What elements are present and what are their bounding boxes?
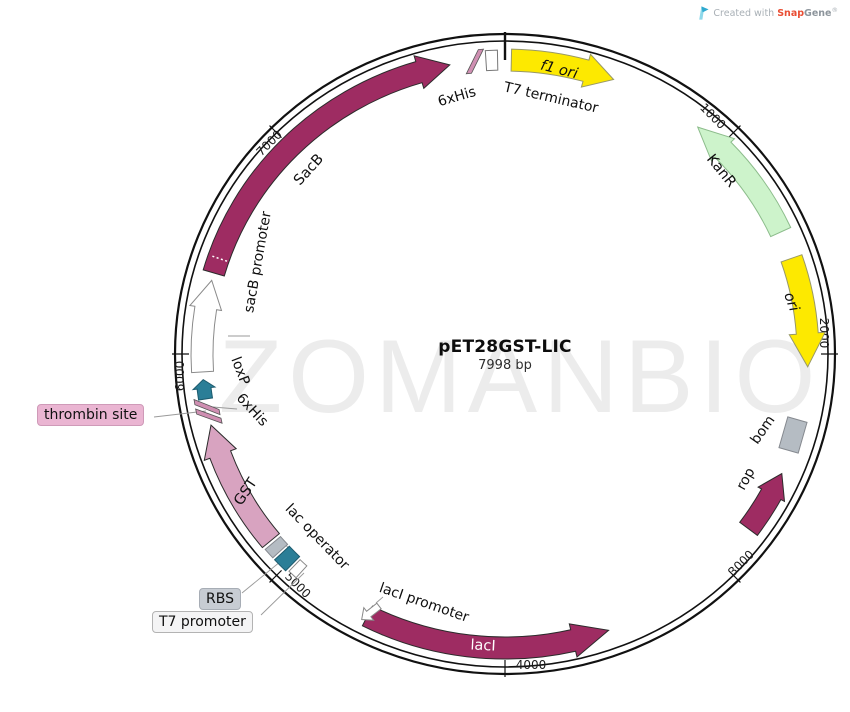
plasmid-name: pET28GST-LIC [438, 337, 572, 357]
snapgene-logo-icon [699, 6, 710, 20]
feature-sacb-promoter [188, 279, 223, 374]
tick-label-6000: 6000 [173, 361, 187, 392]
feature-lac-operator [273, 545, 301, 572]
plasmid-size: 7998 bp [478, 358, 532, 373]
feature-6xhis [193, 398, 221, 416]
callout-thrombin-site: thrombin site [37, 404, 145, 427]
tick-label-4000: 4000 [516, 658, 547, 672]
feature-laci-promoter [361, 602, 382, 621]
feature-t7-terminator [484, 49, 499, 72]
callout-line-1 [212, 406, 238, 410]
feature-laci [361, 605, 610, 660]
plasmid-title-block: pET28GST-LIC 7998 bp [438, 337, 571, 373]
feature-thrombin-site [195, 408, 223, 424]
tick-1000 [728, 125, 741, 139]
tick-3000 [728, 569, 741, 583]
tick-label-3000: 3000 [725, 547, 756, 578]
feature-6xhis [465, 48, 485, 75]
feature-bom [778, 416, 808, 454]
watermark-text: ZOMANBIO [219, 319, 822, 435]
feature-f1-ori [510, 48, 615, 88]
label-laci: lacI [470, 637, 496, 654]
label-rop: rop [733, 465, 758, 493]
feature-gst [203, 424, 281, 549]
feature-rbs [264, 535, 289, 559]
tick-5000 [269, 569, 282, 583]
feature-ori [780, 254, 827, 368]
feature-t7-promoter [288, 558, 308, 579]
tick-7000 [269, 125, 282, 139]
tick-label-1000: 1000 [697, 100, 728, 131]
callout-t7-promoter: T7 promoter [152, 611, 253, 634]
label-sacb-promoter: sacB promoter [241, 210, 275, 314]
feature-kanr [696, 126, 792, 238]
feature-sacb [202, 55, 451, 277]
credit-text: Created with SnapGene® [713, 6, 838, 20]
callout-line-3 [260, 572, 305, 616]
feature-rop [738, 472, 786, 537]
callout-line-6 [375, 596, 384, 604]
label-sacb: SacB [291, 151, 327, 188]
label-ori: ori [780, 290, 801, 313]
label-6xhis: 6xHis [436, 84, 478, 110]
feature-sacb-dotted-boundary [209, 254, 228, 262]
snapgene-credit: Created with SnapGene® [698, 6, 838, 20]
callout-rbs: RBS [199, 588, 241, 611]
feature-loxp [191, 378, 217, 401]
